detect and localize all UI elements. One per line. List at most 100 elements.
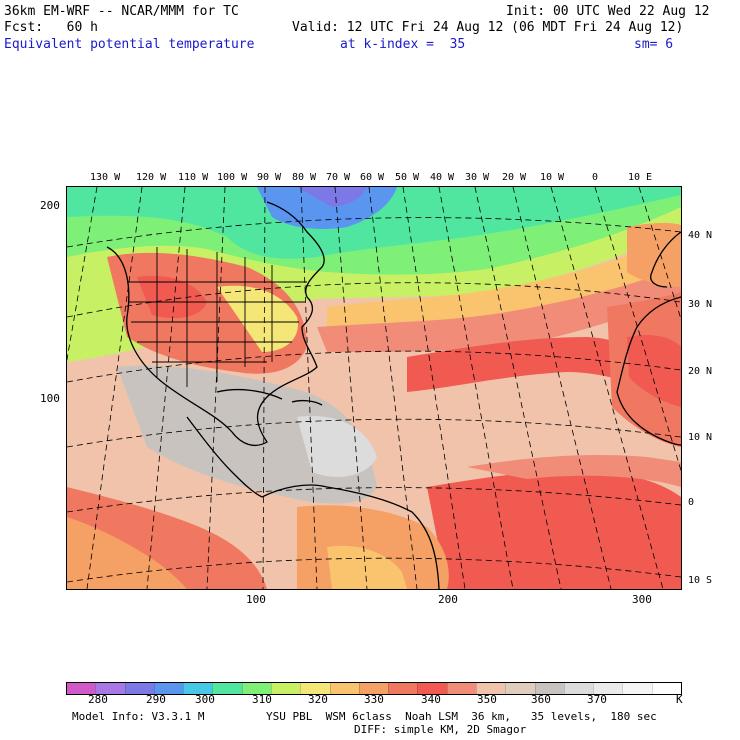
lat-label: 10 N xyxy=(688,432,713,443)
forecast-hour: Fcst: 60 h xyxy=(4,20,98,35)
theta-e-map xyxy=(66,186,682,590)
colorbar-swatch xyxy=(651,683,681,694)
colorbar-swatch xyxy=(153,683,184,694)
colorbar-label: 320 xyxy=(308,693,328,706)
lon-line-20w xyxy=(512,187,612,589)
cuba-coast xyxy=(216,388,283,400)
lon-line-0 xyxy=(594,187,681,472)
colorbar-swatch xyxy=(300,683,330,694)
colorbar-label: 310 xyxy=(252,693,272,706)
colorbar-swatch xyxy=(124,683,154,694)
us-hot-core xyxy=(137,275,207,319)
lat-line-10s xyxy=(67,557,681,583)
lon-label: 0 xyxy=(592,172,599,183)
cyan-band xyxy=(67,187,681,259)
colorbar-label: 350 xyxy=(477,693,497,706)
europe-coast xyxy=(650,231,681,288)
colorbar xyxy=(66,682,682,695)
colorbar-swatch xyxy=(622,683,652,694)
colorbar-swatch xyxy=(593,683,623,694)
colorbar-label: 290 xyxy=(146,693,166,706)
grid-y-label: 100 xyxy=(40,392,60,405)
colorbar-swatch xyxy=(183,683,213,694)
violet-band xyxy=(297,187,367,207)
colorbar-label: 340 xyxy=(421,693,441,706)
lon-label: 10 W xyxy=(540,172,565,183)
lat-label: 10 S xyxy=(688,575,713,586)
state-lines xyxy=(127,247,307,387)
colorbar-swatch xyxy=(388,683,418,694)
grid-x-label: 300 xyxy=(632,593,652,606)
lat-label: 30 N xyxy=(688,299,713,310)
init-time: Init: 00 UTC Wed 22 Aug 12 xyxy=(506,4,710,19)
south-america-coast xyxy=(261,484,440,589)
south-pacific-orange xyxy=(67,517,187,589)
colorbar-label: 280 xyxy=(88,693,108,706)
south-america-yellow xyxy=(327,545,407,589)
lon-label: 120 W xyxy=(136,172,167,183)
equatorial-warm xyxy=(427,470,681,589)
lon-line-60w xyxy=(368,187,418,589)
lat-line-40n xyxy=(67,217,681,248)
equatorial-orange xyxy=(467,455,681,487)
colorbar-swatch xyxy=(417,683,447,694)
lon-label: 130 W xyxy=(90,172,121,183)
lon-line-50w xyxy=(402,187,466,589)
lon-label: 30 W xyxy=(465,172,490,183)
colorbar-unit: K xyxy=(676,693,683,706)
central-america-coast xyxy=(186,416,263,498)
lat-line-20n xyxy=(67,350,681,383)
blue-band xyxy=(257,187,397,229)
sahara-hot xyxy=(627,335,681,407)
level-info: at k-index = 35 xyxy=(340,37,466,52)
europe-warm xyxy=(627,222,681,287)
coastlines xyxy=(106,201,681,589)
lon-label: 40 W xyxy=(430,172,455,183)
colorbar-label: 330 xyxy=(364,693,384,706)
colorbar-swatch xyxy=(358,683,389,694)
colorbar-label: 300 xyxy=(195,693,215,706)
colorbar-swatch xyxy=(329,683,359,694)
lon-label: 70 W xyxy=(326,172,351,183)
grid-x-label: 100 xyxy=(246,593,266,606)
lat-label: 20 N xyxy=(688,366,713,377)
colorbar-label: 360 xyxy=(531,693,551,706)
lon-label: 20 W xyxy=(502,172,527,183)
lon-label: 80 W xyxy=(292,172,317,183)
lon-line-90w xyxy=(262,187,266,589)
colorbar-label: 370 xyxy=(587,693,607,706)
smoothing-info: sm= 6 xyxy=(634,37,674,52)
lat-line-10n xyxy=(67,418,681,448)
warm-belt xyxy=(317,267,681,352)
physics-info: YSU PBL WSM 6class Noah LSM 36 km, 35 le… xyxy=(266,710,657,723)
lon-label: 10 E xyxy=(628,172,653,183)
colorbar-swatch xyxy=(534,683,564,694)
lon-line-30w xyxy=(474,187,562,589)
lon-line-120w xyxy=(86,187,143,589)
colorbar-swatch xyxy=(446,683,476,694)
colorbar-swatch xyxy=(563,683,594,694)
lon-line-110w xyxy=(146,187,186,589)
lat-line-eq xyxy=(67,487,681,513)
lon-label: 60 W xyxy=(360,172,385,183)
graticule xyxy=(67,187,681,589)
lon-label: 90 W xyxy=(257,172,282,183)
model-title: 36km EM-WRF -- NCAR/MMM for TC xyxy=(4,4,239,19)
colorbar-swatch xyxy=(95,683,125,694)
grid-y-label: 200 xyxy=(40,199,60,212)
colorbar-swatch xyxy=(212,683,242,694)
lon-label: 110 W xyxy=(178,172,209,183)
colorbar-swatch xyxy=(270,683,301,694)
lon-label: 100 W xyxy=(217,172,248,183)
valid-time: Valid: 12 UTC Fri 24 Aug 12 (06 MDT Fri … xyxy=(292,20,684,35)
lon-line-40w xyxy=(438,187,514,589)
colorbar-swatch xyxy=(67,683,96,694)
lon-line-70w xyxy=(334,187,368,589)
lon-label: 50 W xyxy=(395,172,420,183)
field-name: Equivalent potential temperature xyxy=(4,37,255,52)
colorbar-swatch xyxy=(241,683,271,694)
colorbar-swatch xyxy=(475,683,506,694)
model-info: Model Info: V3.3.1 M xyxy=(72,710,205,723)
north-america-coast xyxy=(106,201,325,446)
hispaniola-coast xyxy=(291,399,323,406)
